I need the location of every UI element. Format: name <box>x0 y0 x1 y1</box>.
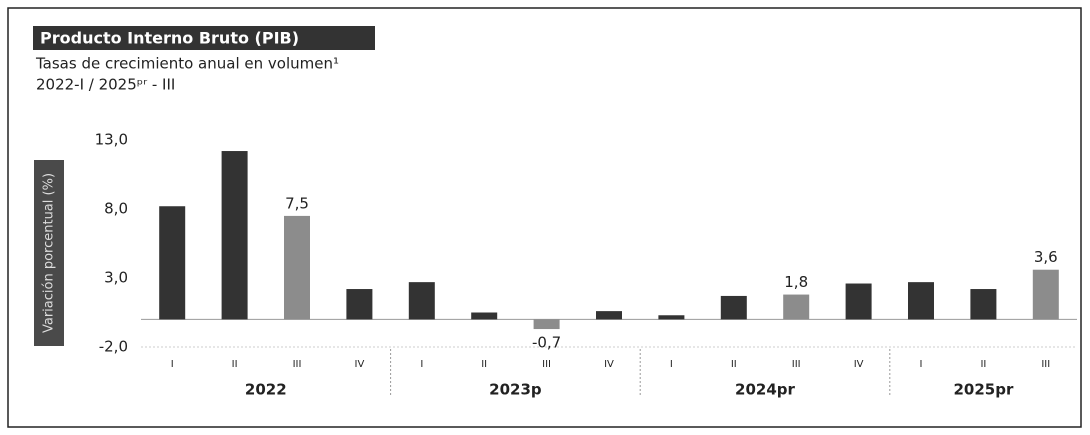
x-tick-label: IV <box>604 359 614 370</box>
value-label: 7,5 <box>285 194 309 212</box>
y-tick-label: 3,0 <box>104 269 128 287</box>
chart-subtitle: Tasas de crecimiento anual en volumen¹ <box>35 55 339 73</box>
y-label-box <box>34 160 64 346</box>
bar <box>408 282 435 320</box>
x-tick-label: I <box>420 359 423 370</box>
x-tick-label: II <box>481 359 487 370</box>
bar <box>471 312 498 320</box>
bar <box>970 289 997 320</box>
x-tick-label: II <box>731 359 737 370</box>
title-bar <box>33 26 375 50</box>
chart-period: 2022-I / 2025ᵖʳ - III <box>36 76 175 94</box>
y-tick-label: 8,0 <box>104 200 128 218</box>
x-tick-label: III <box>792 359 801 370</box>
x-tick-label: IV <box>355 359 365 370</box>
group-label: 2023p <box>489 381 542 399</box>
bar <box>596 311 622 320</box>
bar <box>1032 269 1059 320</box>
x-tick-label: III <box>1041 359 1050 370</box>
bar <box>284 215 310 320</box>
x-tick-label: I <box>920 359 923 370</box>
x-tick-label: I <box>171 359 174 370</box>
x-tick-label: III <box>542 359 551 370</box>
bar <box>159 206 186 320</box>
bar <box>908 282 934 320</box>
x-tick-label: III <box>293 359 302 370</box>
bar <box>346 289 373 320</box>
bar <box>533 319 560 330</box>
y-tick-label: 13,0 <box>95 131 128 149</box>
x-tick-label: IV <box>854 359 864 370</box>
value-label: -0,7 <box>532 334 561 352</box>
group-label: 2022 <box>245 381 287 399</box>
value-label: 1,8 <box>784 273 808 291</box>
x-tick-label: II <box>232 359 238 370</box>
group-label: 2024pr <box>735 381 795 399</box>
y-tick-label: -2,0 <box>99 338 128 356</box>
bar <box>658 315 685 320</box>
group-label: 2025pr <box>953 381 1013 399</box>
value-label: 3,6 <box>1034 248 1058 266</box>
frame <box>7 7 1082 428</box>
bar <box>783 294 810 320</box>
bar <box>845 283 872 320</box>
x-tick-label: I <box>670 359 673 370</box>
bar <box>720 295 747 320</box>
y-axis-label: Variación porcentual (%) <box>42 173 57 333</box>
chart-title: Producto Interno Bruto (PIB) <box>40 29 299 48</box>
x-tick-label: II <box>980 359 986 370</box>
bar <box>221 151 248 320</box>
